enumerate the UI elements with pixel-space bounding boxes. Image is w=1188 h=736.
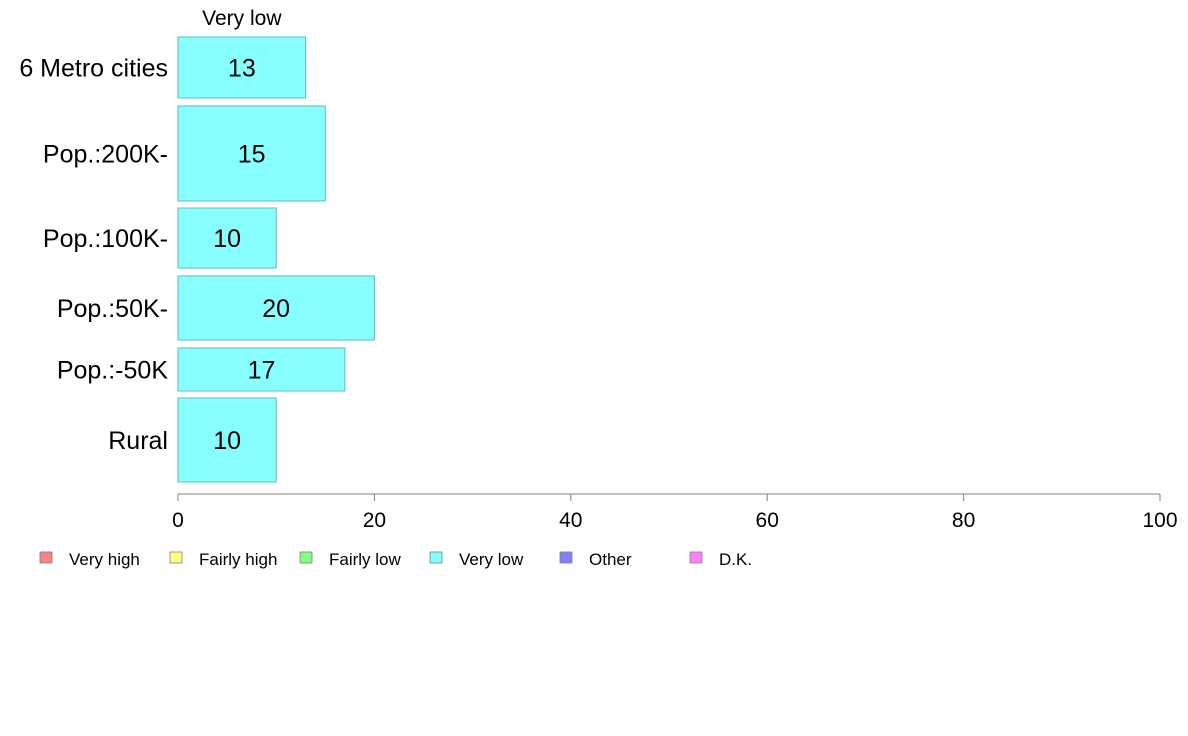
bar-value-label: 20 — [262, 295, 290, 323]
bar-value-label: 15 — [238, 141, 266, 169]
x-tick-label: 0 — [172, 509, 184, 532]
category-label: 6 Metro cities — [19, 55, 168, 83]
legend-label: Fairly high — [199, 550, 277, 569]
bar — [177, 347, 346, 392]
category-label: Pop.:-50K — [57, 357, 169, 385]
category-label: Pop.:50K- — [57, 295, 168, 323]
bar — [177, 397, 277, 483]
legend-swatch — [169, 551, 183, 564]
bar — [177, 275, 375, 341]
legend: Very high Fairly high Fairly low Very low Ot… — [39, 550, 752, 569]
bar — [177, 207, 277, 269]
legend-label: Very low — [459, 550, 524, 569]
legend-label: Other — [589, 550, 632, 569]
x-tick-label: 40 — [559, 509, 582, 532]
legend-swatch — [299, 551, 313, 564]
legend-label: Fairly low — [329, 550, 402, 569]
bar-value-label: 17 — [248, 357, 276, 385]
x-tick-label: 80 — [952, 509, 975, 532]
x-tick-label: 100 — [1142, 509, 1177, 532]
legend-swatch — [559, 551, 573, 564]
category-label: Pop.:200K- — [43, 141, 168, 169]
x-tick-label: 20 — [363, 509, 386, 532]
category-label: Rural — [108, 427, 168, 455]
bars: 13 15 10 20 17 10 — [177, 36, 375, 483]
legend-label: D.K. — [719, 550, 752, 569]
legend-swatch — [39, 551, 53, 564]
legend-swatch — [689, 551, 703, 564]
category-label: Pop.:100K- — [43, 225, 168, 253]
series-header: Very low — [202, 7, 282, 30]
x-tick-label: 60 — [756, 509, 779, 532]
legend-label: Very high — [69, 550, 140, 569]
legend-swatch — [429, 551, 443, 564]
series-header-label: Very low — [202, 7, 282, 30]
bar — [177, 36, 307, 99]
bar — [177, 105, 326, 202]
bar-value-label: 10 — [213, 427, 241, 455]
category-labels: 6 Metro cities Pop.:200K- Pop.:100K- Pop.:5… — [19, 55, 168, 456]
x-axis: 0 20 40 60 80 100 — [172, 493, 1178, 532]
bar-value-label: 13 — [228, 55, 256, 83]
bar-value-label: 10 — [213, 225, 241, 253]
